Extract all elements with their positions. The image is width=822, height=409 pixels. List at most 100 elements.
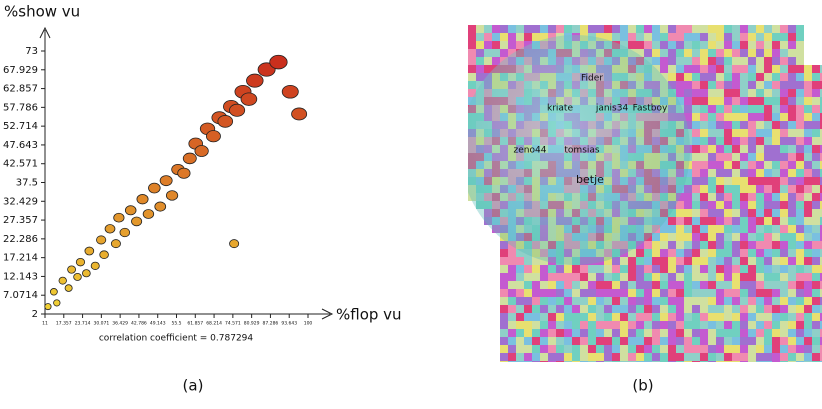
pixel: [820, 233, 822, 241]
pixel: [796, 169, 804, 177]
pixel: [596, 361, 604, 362]
pixel: [812, 121, 820, 129]
pixel: [740, 65, 748, 73]
pixel: [764, 177, 772, 185]
pixel: [764, 193, 772, 201]
pixel: [740, 329, 748, 337]
pixel: [772, 297, 780, 305]
pixel: [468, 49, 476, 57]
pixel: [764, 265, 772, 273]
pixel: [756, 257, 764, 265]
pixel: [644, 361, 652, 362]
pixel: [772, 81, 780, 89]
pixel: [708, 41, 716, 49]
pixel: [660, 41, 668, 49]
pixel: [764, 49, 772, 57]
pixel: [468, 57, 476, 65]
pixel: [684, 33, 692, 41]
pixel: [540, 337, 548, 345]
pixel: [796, 209, 804, 217]
pixel: [796, 41, 804, 49]
pixel: [572, 265, 580, 273]
pixel: [812, 145, 820, 153]
pixel: [780, 201, 788, 209]
pixel: [524, 321, 532, 329]
pixel: [668, 353, 676, 361]
pixel: [500, 313, 508, 321]
pixel: [788, 185, 796, 193]
pixel: [732, 145, 740, 153]
pixel: [628, 273, 636, 281]
pixel: [548, 313, 556, 321]
pixel: [756, 81, 764, 89]
pixel: [524, 297, 532, 305]
pixel: [788, 105, 796, 113]
pixel: [660, 265, 668, 273]
pixel: [652, 297, 660, 305]
pixel: [820, 249, 822, 257]
pixel: [524, 313, 532, 321]
pixel: [644, 353, 652, 361]
pixel: [548, 329, 556, 337]
pixel: [804, 257, 812, 265]
pixel: [716, 241, 724, 249]
pixel: [684, 361, 692, 362]
x-tick-label: 36.429: [112, 321, 128, 327]
pixel: [644, 249, 652, 257]
pixel: [700, 305, 708, 313]
pixel: [804, 113, 812, 121]
pixel: [740, 265, 748, 273]
pixel: [716, 49, 724, 57]
pixel: [724, 105, 732, 113]
pixel: [788, 49, 796, 57]
pixel: [692, 145, 700, 153]
pixel: [620, 313, 628, 321]
fisheye-lens: [468, 35, 690, 265]
pixel: [812, 201, 820, 209]
pixel: [724, 161, 732, 169]
pixel: [644, 41, 652, 49]
pixel: [556, 297, 564, 305]
pixel: [604, 313, 612, 321]
pixel: [820, 121, 822, 129]
pixel: [812, 129, 820, 137]
pixel: [700, 65, 708, 73]
pixel: [788, 145, 796, 153]
pixel: [564, 25, 572, 33]
pixel: [628, 313, 636, 321]
pixel: [820, 169, 822, 177]
pixel: [724, 337, 732, 345]
pixel: [500, 305, 508, 313]
pixel: [796, 137, 804, 145]
pixel: [532, 321, 540, 329]
pixel: [708, 145, 716, 153]
y-tick-label: 73: [25, 46, 38, 57]
pixel: [692, 265, 700, 273]
pixel: [700, 273, 708, 281]
pixel: [540, 321, 548, 329]
pixel: [516, 337, 524, 345]
pixel: [644, 257, 652, 265]
pixel: [724, 121, 732, 129]
pixel: [812, 241, 820, 249]
pixel: [508, 305, 516, 313]
pixel: [764, 161, 772, 169]
pixel: [820, 281, 822, 289]
pixel: [516, 361, 524, 362]
pixel: [756, 345, 764, 353]
pixel: [684, 265, 692, 273]
pixel: [700, 25, 708, 33]
pixel: [660, 249, 668, 257]
pixel: [708, 297, 716, 305]
pixel: [636, 41, 644, 49]
pixel: [476, 41, 484, 49]
y-tick-label: 67.929: [3, 65, 38, 76]
pixel: [788, 121, 796, 129]
point: [229, 239, 240, 249]
pixel: [804, 265, 812, 273]
pixel: [788, 153, 796, 161]
pixel: [636, 345, 644, 353]
pixel: [692, 169, 700, 177]
pixel: [508, 265, 516, 273]
pixel: [764, 169, 772, 177]
